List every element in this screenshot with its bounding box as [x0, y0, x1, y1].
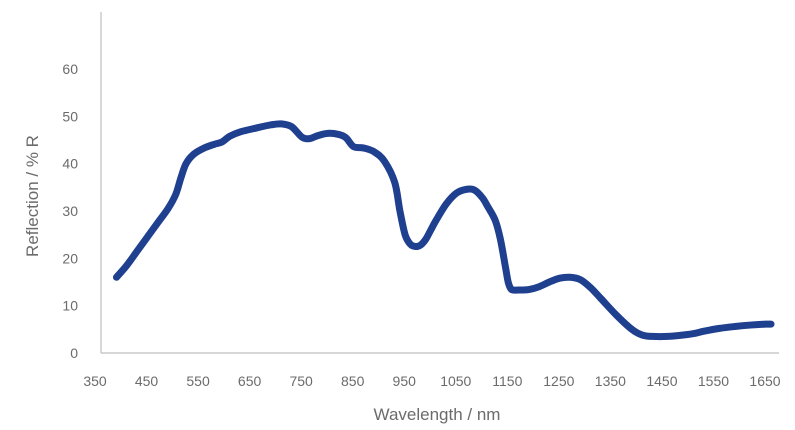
x-tick-label: 550	[186, 373, 210, 389]
y-axis-title: Reflection / % R	[23, 135, 42, 257]
y-tick-label: 0	[70, 345, 78, 361]
x-tick-label: 650	[238, 373, 262, 389]
x-tick-label: 1250	[543, 373, 574, 389]
y-tick-label: 20	[62, 250, 78, 266]
x-tick-label: 950	[393, 373, 417, 389]
x-tick-label: 450	[135, 373, 159, 389]
x-tick-label: 1450	[646, 373, 677, 389]
reflection-series-line	[112, 120, 775, 341]
y-tick-label: 30	[62, 203, 78, 219]
series-group	[112, 120, 775, 341]
x-tick-label: 850	[341, 373, 365, 389]
x-tick-label: 750	[289, 373, 313, 389]
x-axis-title: Wavelength / nm	[374, 405, 501, 424]
y-tick-label: 50	[62, 108, 78, 124]
x-tick-label: 1350	[595, 373, 626, 389]
y-tick-label: 60	[62, 61, 78, 77]
x-tick-label: 1550	[698, 373, 729, 389]
x-tick-label: 1150	[492, 373, 522, 389]
y-tick-labels: 0 10 20 30 40 50 60	[62, 61, 78, 361]
y-tick-label: 10	[62, 298, 78, 314]
y-tick-label: 40	[62, 156, 78, 172]
x-tick-label: 1650	[749, 373, 780, 389]
x-tick-label: 350	[83, 373, 107, 389]
x-tick-labels: 350 450 550 650 750 850 950 1050 1150 1250 1350 145…	[83, 373, 780, 389]
x-tick-label: 1050	[440, 373, 471, 389]
